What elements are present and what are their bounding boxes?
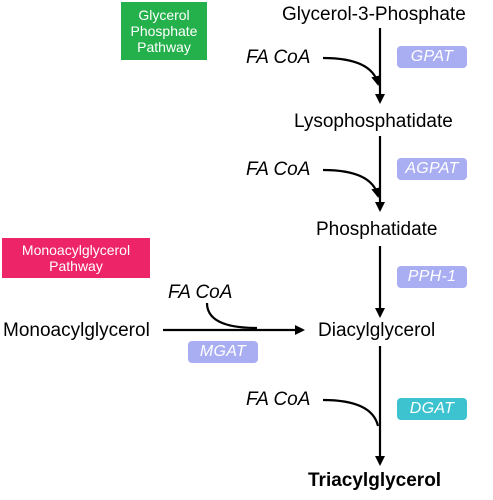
arrow-fa-coa-mgat <box>205 302 258 330</box>
fa-coa-label-mgat: FA CoA <box>168 282 233 303</box>
arrow-fa-coa-agpat <box>322 168 382 198</box>
metabolite-phosphatidate: Phosphatidate <box>316 219 438 240</box>
glycerol-phosphate-pathway-label: Glycerol Phosphate Pathway <box>130 7 198 55</box>
fa-coa-label-gpat: FA CoA <box>246 47 311 68</box>
metabolite-monoacylglycerol: Monoacylglycerol <box>3 320 150 341</box>
fa-coa-label-agpat: FA CoA <box>246 159 311 180</box>
metabolite-diacylglycerol: Diacylglycerol <box>318 320 436 341</box>
enzyme-mgat-badge: MGAT <box>188 341 258 363</box>
enzyme-agpat-badge: AGPAT <box>397 158 467 180</box>
arrow-fa-coa-dgat <box>322 398 380 427</box>
glycerol-phosphate-pathway-box: Glycerol Phosphate Pathway <box>121 2 207 60</box>
monoacylglycerol-pathway-box: Monoacylglycerol Pathway <box>2 238 150 278</box>
fa-coa-label-dgat: FA CoA <box>246 389 311 410</box>
enzyme-gpat-badge: GPAT <box>397 46 467 68</box>
metabolite-glycerol-3-phosphate: Glycerol-3-Phosphate <box>282 4 466 25</box>
enzyme-dgat-badge: DGAT <box>397 398 467 420</box>
enzyme-pph1-badge: PPH-1 <box>397 266 467 288</box>
monoacylglycerol-pathway-label: Monoacylglycerol Pathway <box>21 242 131 274</box>
arrow-fa-coa-gpat <box>322 56 382 86</box>
metabolite-triacylglycerol: Triacylglycerol <box>308 470 442 491</box>
metabolite-lysophosphatidate: Lysophosphatidate <box>294 111 453 132</box>
